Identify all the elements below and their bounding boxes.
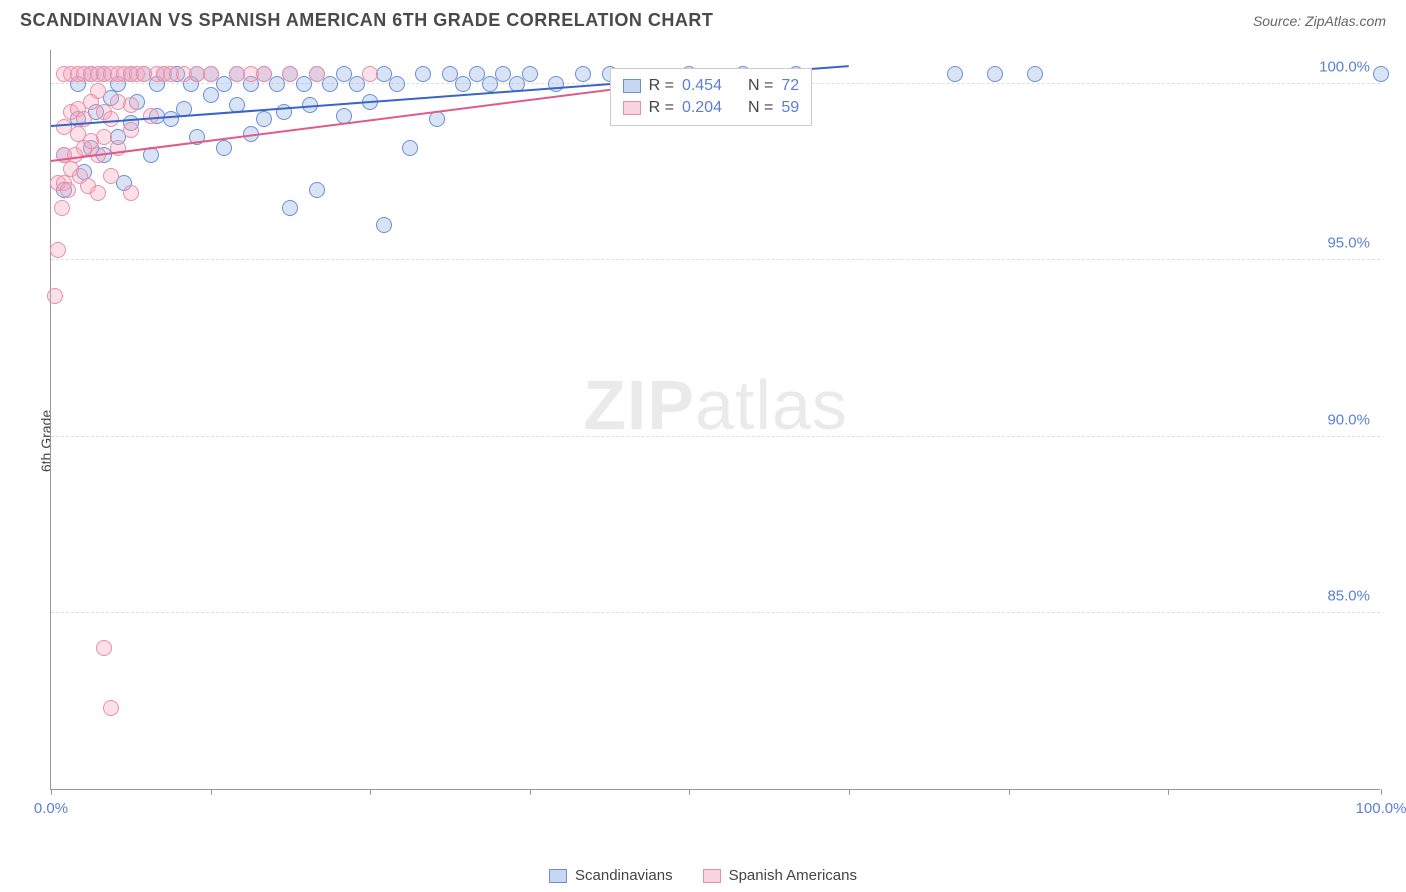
gridline bbox=[51, 612, 1380, 613]
scatter-point bbox=[1027, 66, 1043, 82]
scatter-point bbox=[947, 66, 963, 82]
legend-row: R = 0.454 N = 72 bbox=[623, 75, 800, 97]
scatter-point bbox=[54, 200, 70, 216]
scatter-point bbox=[309, 182, 325, 198]
scatter-point bbox=[256, 111, 272, 127]
chart-area: 6th Grade ZIPatlas 85.0%90.0%95.0%100.0%… bbox=[50, 50, 1396, 832]
legend-n-value: 59 bbox=[781, 99, 799, 117]
legend-n-value: 72 bbox=[781, 77, 799, 95]
legend-swatch-blue bbox=[549, 869, 567, 883]
legend-r-value: 0.454 bbox=[682, 77, 722, 95]
legend-swatch bbox=[623, 79, 641, 93]
chart-source: Source: ZipAtlas.com bbox=[1253, 13, 1386, 29]
scatter-point bbox=[103, 168, 119, 184]
scatter-point bbox=[296, 76, 312, 92]
scatter-point bbox=[163, 111, 179, 127]
x-tick-mark bbox=[689, 789, 690, 795]
x-tick-mark bbox=[51, 789, 52, 795]
scatter-point bbox=[256, 66, 272, 82]
scatter-point bbox=[389, 76, 405, 92]
scatter-point bbox=[455, 76, 471, 92]
chart-title: SCANDINAVIAN VS SPANISH AMERICAN 6TH GRA… bbox=[20, 10, 713, 31]
x-tick-mark bbox=[1381, 789, 1382, 795]
scatter-point bbox=[216, 140, 232, 156]
y-tick-label: 100.0% bbox=[1319, 59, 1370, 76]
legend-r-value: 0.204 bbox=[682, 99, 722, 117]
scatter-point bbox=[203, 87, 219, 103]
scatter-point bbox=[362, 66, 378, 82]
plot-area: ZIPatlas 85.0%90.0%95.0%100.0%0.0%100.0%… bbox=[50, 50, 1380, 790]
legend-swatch bbox=[623, 101, 641, 115]
y-tick-label: 95.0% bbox=[1327, 235, 1370, 252]
y-tick-label: 85.0% bbox=[1327, 587, 1370, 604]
legend-n-label: N = bbox=[748, 77, 773, 95]
scatter-point bbox=[1373, 66, 1389, 82]
correlation-legend: R = 0.454 N = 72 R = 0.204 N = 59 bbox=[610, 68, 813, 126]
bottom-legend: Scandinavians Spanish Americans bbox=[0, 867, 1406, 884]
x-tick-label: 100.0% bbox=[1356, 800, 1406, 817]
legend-swatch-pink bbox=[703, 869, 721, 883]
scatter-point bbox=[123, 122, 139, 138]
scatter-point bbox=[322, 76, 338, 92]
scatter-point bbox=[429, 111, 445, 127]
x-tick-mark bbox=[1009, 789, 1010, 795]
scatter-point bbox=[60, 182, 76, 198]
scatter-point bbox=[402, 140, 418, 156]
legend-n-label: N = bbox=[748, 99, 773, 117]
scatter-point bbox=[269, 76, 285, 92]
scatter-point bbox=[123, 97, 139, 113]
legend-r-label: R = bbox=[649, 77, 674, 95]
scatter-point bbox=[216, 76, 232, 92]
x-tick-label: 0.0% bbox=[34, 800, 68, 817]
scatter-point bbox=[282, 66, 298, 82]
scatter-point bbox=[123, 185, 139, 201]
scatter-point bbox=[548, 76, 564, 92]
scatter-point bbox=[96, 640, 112, 656]
scatter-point bbox=[376, 217, 392, 233]
scatter-point bbox=[575, 66, 591, 82]
x-tick-mark bbox=[849, 789, 850, 795]
scatter-point bbox=[309, 66, 325, 82]
legend-row: R = 0.204 N = 59 bbox=[623, 97, 800, 119]
scatter-point bbox=[103, 700, 119, 716]
scatter-point bbox=[203, 66, 219, 82]
scatter-point bbox=[47, 288, 63, 304]
scatter-point bbox=[143, 108, 159, 124]
gridline bbox=[51, 259, 1380, 260]
scatter-point bbox=[76, 111, 92, 127]
scatter-point bbox=[987, 66, 1003, 82]
legend-label: Scandinavians bbox=[575, 867, 673, 884]
scatter-point bbox=[282, 200, 298, 216]
x-tick-mark bbox=[211, 789, 212, 795]
scatter-point bbox=[415, 66, 431, 82]
legend-r-label: R = bbox=[649, 99, 674, 117]
gridline bbox=[51, 436, 1380, 437]
x-tick-mark bbox=[370, 789, 371, 795]
scatter-point bbox=[50, 242, 66, 258]
watermark: ZIPatlas bbox=[583, 365, 848, 445]
legend-item-scandinavians: Scandinavians bbox=[549, 867, 673, 884]
legend-item-spanish: Spanish Americans bbox=[703, 867, 857, 884]
x-tick-mark bbox=[530, 789, 531, 795]
scatter-point bbox=[482, 76, 498, 92]
x-tick-mark bbox=[1168, 789, 1169, 795]
scatter-point bbox=[90, 83, 106, 99]
y-tick-label: 90.0% bbox=[1327, 411, 1370, 428]
legend-label: Spanish Americans bbox=[729, 867, 857, 884]
scatter-point bbox=[522, 66, 538, 82]
scatter-point bbox=[349, 76, 365, 92]
scatter-point bbox=[90, 185, 106, 201]
